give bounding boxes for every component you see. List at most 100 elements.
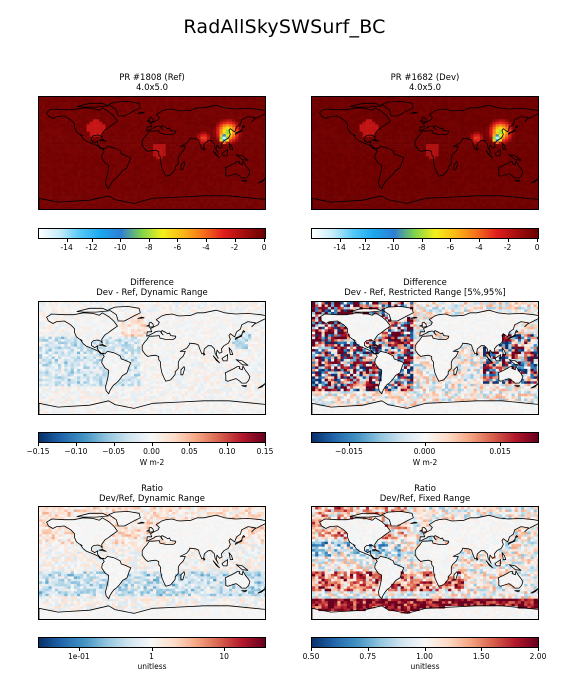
grid-cell xyxy=(327,109,332,113)
grid-cell xyxy=(407,97,411,100)
grid-cell xyxy=(483,109,487,113)
grid-cell xyxy=(346,141,351,145)
grid-cell xyxy=(70,141,75,145)
grid-cell xyxy=(140,97,144,100)
grid-cell xyxy=(58,124,62,128)
grid-cell xyxy=(457,106,462,110)
grid-cell xyxy=(105,134,109,137)
grid-cell xyxy=(448,134,452,137)
grid-cell xyxy=(194,149,198,152)
grid-cell xyxy=(365,114,370,118)
grid-cell xyxy=(353,141,357,145)
grid-cell xyxy=(137,183,141,187)
grid-cell xyxy=(495,111,500,115)
grid-cell xyxy=(486,124,490,128)
grid-cell xyxy=(42,121,46,125)
grid-cell xyxy=(89,104,94,108)
grid-cell xyxy=(238,131,242,135)
coastline xyxy=(98,139,107,142)
grid-cell xyxy=(194,97,198,100)
grid-cell xyxy=(206,101,211,105)
grid-cell xyxy=(121,97,125,100)
grid-cell xyxy=(146,156,151,160)
grid-cell xyxy=(432,109,436,113)
grid-cell xyxy=(473,131,477,135)
grid-cell xyxy=(318,101,322,105)
grid-cell xyxy=(438,116,443,120)
grid-cell xyxy=(178,101,182,105)
grid-cell xyxy=(213,158,217,162)
grid-cell xyxy=(102,176,106,180)
grid-cell xyxy=(178,191,182,194)
grid-cell xyxy=(184,134,189,137)
grid-cell xyxy=(58,181,62,185)
grid-cell xyxy=(422,109,427,113)
grid-cell xyxy=(378,144,382,147)
grid-cell xyxy=(321,139,325,142)
grid-cell xyxy=(200,208,204,209)
grid-cell xyxy=(260,129,265,132)
grid-cell xyxy=(99,168,103,172)
grid-cell xyxy=(331,151,335,155)
grid-cell xyxy=(105,124,109,128)
grid-cell xyxy=(118,196,122,199)
grid-cell xyxy=(108,109,113,113)
grid-cell xyxy=(521,129,525,132)
grid-cell xyxy=(318,126,322,130)
grid-cell xyxy=(96,136,100,140)
grid-cell xyxy=(536,126,538,130)
grid-cell xyxy=(375,146,379,150)
grid-cell xyxy=(533,146,538,150)
colorbar-tick-label: -6 xyxy=(174,243,181,252)
grid-cell xyxy=(156,126,160,130)
grid-cell xyxy=(337,109,341,113)
grid-cell xyxy=(89,181,94,185)
grid-cell xyxy=(130,129,135,132)
grid-cell xyxy=(42,111,46,115)
grid-cell xyxy=(350,121,354,125)
grid-cell xyxy=(203,193,208,197)
grid-cell xyxy=(111,154,116,157)
grid-cell xyxy=(111,124,116,128)
grid-cell xyxy=(254,139,258,142)
grid-cell xyxy=(58,168,62,172)
grid-cell xyxy=(67,168,71,172)
grid-cell xyxy=(54,208,59,209)
grid-cell xyxy=(356,151,360,155)
grid-cell xyxy=(165,201,170,204)
grid-cell xyxy=(426,109,430,113)
grid-cell xyxy=(235,114,239,118)
grid-cell xyxy=(159,97,163,100)
grid-cell xyxy=(483,119,487,123)
grid-cell xyxy=(83,131,87,135)
grid-cell xyxy=(524,124,528,128)
grid-cell xyxy=(181,106,185,110)
grid-cell xyxy=(187,97,192,100)
grid-cell xyxy=(331,131,335,135)
grid-cell xyxy=(343,146,348,150)
grid-cell xyxy=(175,201,179,204)
grid-cell xyxy=(451,99,455,103)
grid-cell xyxy=(54,99,59,103)
grid-cell xyxy=(492,106,496,110)
grid-cell xyxy=(115,124,119,128)
grid-cell xyxy=(391,141,395,145)
grid-cell xyxy=(340,134,344,137)
grid-cell xyxy=(248,134,252,137)
grid-cell xyxy=(156,104,160,108)
grid-cell xyxy=(222,196,227,199)
grid-cell xyxy=(473,136,477,140)
grid-cell xyxy=(194,111,198,115)
grid-cell xyxy=(89,111,94,115)
grid-cell xyxy=(146,186,151,189)
grid-cell xyxy=(162,134,166,137)
grid-cell xyxy=(146,126,151,130)
grid-cell xyxy=(483,111,487,115)
grid-cell xyxy=(105,111,109,115)
grid-cell xyxy=(451,139,455,142)
grid-cell xyxy=(191,158,195,162)
grid-cell xyxy=(241,163,246,167)
grid-cell xyxy=(102,141,106,145)
grid-cell xyxy=(48,168,52,172)
grid-cell xyxy=(181,131,185,135)
